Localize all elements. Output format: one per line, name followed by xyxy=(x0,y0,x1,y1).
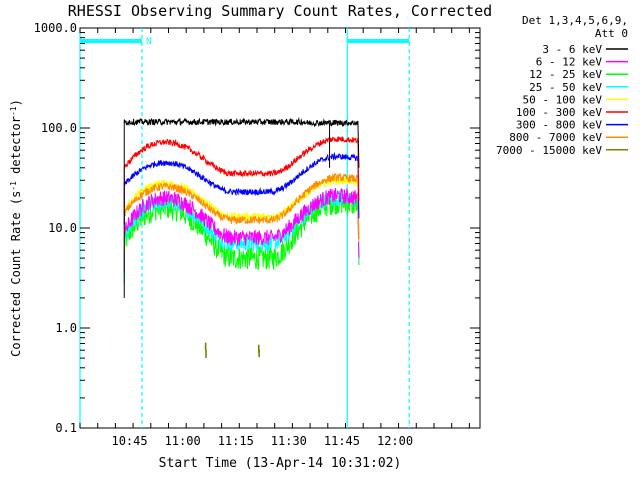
y-tick-label: 0.1 xyxy=(55,421,77,435)
x-tick-label: 11:30 xyxy=(271,434,307,448)
x-tick-label: 11:45 xyxy=(324,434,360,448)
x-tick-label: 10:45 xyxy=(111,434,147,448)
olive-point xyxy=(257,344,260,353)
night-bar xyxy=(80,39,142,43)
y-axis-label-mid: detector xyxy=(9,116,23,181)
y-tick-label: 1.0 xyxy=(55,321,77,335)
legend-label-3: 25 - 50 keV xyxy=(529,81,602,94)
x-tick-label: 11:15 xyxy=(218,434,254,448)
series-line-1 xyxy=(123,187,360,273)
legend-label-7: 800 - 7000 keV xyxy=(509,131,602,144)
y-tick-label: 1000.0 xyxy=(34,21,77,35)
olive-point xyxy=(205,349,207,358)
plot-frame xyxy=(79,27,481,429)
night-label: N xyxy=(146,37,151,47)
axis-ticks: 1000.0 100.0 10.0 1.0 0.1 10:45 11:00 11:15 11:3… xyxy=(34,21,480,448)
y-axis-label-sup1: -1 xyxy=(9,181,18,191)
olive-point xyxy=(258,349,260,358)
olive-point xyxy=(204,342,207,351)
y-axis-label-end: ) xyxy=(9,99,23,106)
night-bar xyxy=(347,39,410,43)
legend-label-1: 6 - 12 keV xyxy=(536,56,603,69)
y-tick-label: 10.0 xyxy=(48,221,77,235)
x-axis-label: Start Time (13-Apr-14 10:31:02) xyxy=(159,456,402,471)
legend-label-8: 7000 - 15000 keV xyxy=(496,144,602,157)
series-line-7 xyxy=(123,172,360,254)
y-axis-label: Corrected Count Rate (s-1 detector-1) xyxy=(9,99,24,357)
y-axis-label-sup2: -1 xyxy=(9,106,18,116)
chart-title: RHESSI Observing Summary Count Rates, Co… xyxy=(68,2,492,20)
series-line-5 xyxy=(123,136,360,208)
legend-label-6: 300 - 800 keV xyxy=(516,119,602,132)
y-axis-label-main: Corrected Count Rate (s xyxy=(9,191,23,357)
series-layer xyxy=(123,117,360,358)
x-tick-label: 12:00 xyxy=(377,434,413,448)
legend-label-4: 50 - 100 keV xyxy=(523,93,603,106)
series-line-0 xyxy=(123,117,360,298)
legend-header-1: Det 1,3,4,5,6,9, xyxy=(522,14,628,27)
legend-label-2: 12 - 25 keV xyxy=(529,68,602,81)
x-tick-label: 11:00 xyxy=(165,434,201,448)
series-line-6 xyxy=(123,152,360,225)
y-tick-label: 100.0 xyxy=(41,121,77,135)
legend-label-5: 100 - 300 keV xyxy=(516,106,602,119)
legend-label-0: 3 - 6 keV xyxy=(542,43,602,56)
legend-header-2: Att 0 xyxy=(595,27,628,40)
